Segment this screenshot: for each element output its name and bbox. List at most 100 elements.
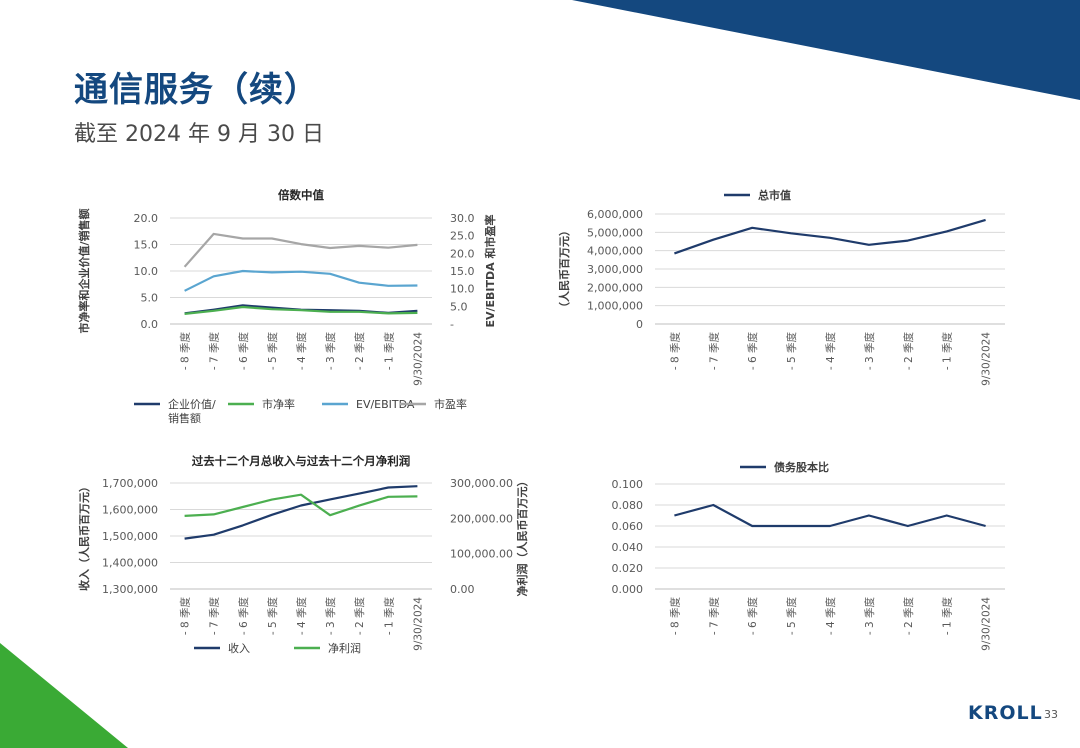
y-axis-title: 市净率和企业价值/销售额 <box>77 208 91 333</box>
y-tick-label: 1,600,000 <box>102 504 158 517</box>
y-tick-label: 0.100 <box>612 478 644 491</box>
legend-label: 市盈率 <box>434 397 467 411</box>
y-tick-label: 2,000,000 <box>587 281 643 294</box>
x-tick-label: - 3 季度 <box>863 332 876 371</box>
y2-tick-label: 0.00 <box>450 583 475 596</box>
legend-label: 总市值 <box>758 188 791 202</box>
y-tick-label: 10.0 <box>134 265 159 278</box>
x-tick-label: - 5 季度 <box>785 332 798 371</box>
y2-tick-label: 200,000.00 <box>450 512 513 525</box>
series-line <box>184 485 418 540</box>
x-tick-label: - 2 季度 <box>902 332 915 371</box>
series-line <box>184 305 418 315</box>
y-tick-label: 15.0 <box>134 239 159 252</box>
x-tick-label: - 5 季度 <box>266 597 279 636</box>
y2-axis-title: EV/EBITDA 和市盈率 <box>483 214 497 327</box>
x-tick-label: - 8 季度 <box>179 597 192 636</box>
y-axis-title: （人民币百万元） <box>557 225 571 313</box>
y-tick-label: 0.060 <box>612 520 644 533</box>
page-number: 33 <box>1044 708 1058 721</box>
x-tick-label: - 2 季度 <box>353 332 366 371</box>
x-tick-label: 9/30/2024 <box>981 597 993 651</box>
series-line <box>184 304 418 315</box>
x-tick-label: - 6 季度 <box>237 332 250 371</box>
x-tick-label: - 5 季度 <box>266 332 279 371</box>
y-tick-label: 0.020 <box>612 562 644 575</box>
series-line <box>183 232 418 268</box>
x-tick-label: - 5 季度 <box>785 597 798 636</box>
y2-tick-label: 5.0 <box>450 300 468 313</box>
y-tick-label: 0 <box>636 318 643 331</box>
y-axis-title: 收入（人民币百万元） <box>77 481 91 591</box>
y2-axis-title: 净利润（人民币百万元） <box>515 476 529 597</box>
x-tick-label: - 4 季度 <box>824 332 837 371</box>
x-tick-label: 9/30/2024 <box>412 332 424 386</box>
x-tick-label: - 7 季度 <box>208 597 221 636</box>
top-right-banner <box>572 0 1080 100</box>
x-tick-label: - 3 季度 <box>324 597 337 636</box>
x-tick-label: - 8 季度 <box>668 332 681 371</box>
x-tick-label: 9/30/2024 <box>981 332 993 386</box>
y2-tick-label: 300,000.00 <box>450 477 513 490</box>
legend-label: EV/EBITDA <box>356 398 415 411</box>
y2-tick-label: 15.0 <box>450 265 475 278</box>
legend-label: 收入 <box>228 641 250 655</box>
y-tick-label: 1,400,000 <box>102 557 158 570</box>
y-tick-label: 5.0 <box>141 292 159 305</box>
legend-label: 销售额 <box>168 411 201 425</box>
x-tick-label: 9/30/2024 <box>412 597 424 651</box>
y-tick-label: 0.000 <box>612 583 644 596</box>
legend-label: 债务股本比 <box>774 460 829 474</box>
x-tick-label: - 1 季度 <box>941 597 954 636</box>
x-tick-label: - 3 季度 <box>863 597 876 636</box>
chart-title: 倍数中值 <box>278 188 324 202</box>
x-tick-label: - 7 季度 <box>707 332 720 371</box>
y-tick-label: 1,000,000 <box>587 300 643 313</box>
x-tick-label: - 2 季度 <box>902 597 915 636</box>
y2-tick-label: 100,000.00 <box>450 548 513 561</box>
page-title: 通信服务（续） <box>74 70 319 110</box>
legend-label: 净利润 <box>328 641 361 655</box>
y2-tick-label: 25.0 <box>450 230 475 243</box>
y-tick-label: 1,300,000 <box>102 583 158 596</box>
legend-label: 市净率 <box>262 397 295 411</box>
series-line <box>184 493 418 517</box>
x-tick-label: - 8 季度 <box>179 332 192 371</box>
x-tick-label: - 6 季度 <box>746 597 759 636</box>
x-tick-label: - 1 季度 <box>941 332 954 371</box>
y2-tick-label: 10.0 <box>450 283 475 296</box>
chart-title: 过去十二个月总收入与过去十二个月净利润 <box>192 454 411 468</box>
y2-tick-label: - <box>450 318 454 331</box>
series-line <box>184 269 418 292</box>
x-tick-label: - 3 季度 <box>324 332 337 371</box>
y-tick-label: 20.0 <box>134 212 159 225</box>
y-tick-label: 0.0 <box>141 318 159 331</box>
x-tick-label: - 4 季度 <box>295 332 308 371</box>
y-tick-label: 4,000,000 <box>587 245 643 258</box>
x-tick-label: - 1 季度 <box>382 332 395 371</box>
x-tick-label: - 2 季度 <box>353 597 366 636</box>
y2-tick-label: 20.0 <box>450 247 475 260</box>
page-subtitle: 截至 2024 年 9 月 30 日 <box>74 122 324 147</box>
series-line <box>674 218 986 255</box>
kroll-logo: KROLL <box>968 702 1043 724</box>
y-tick-label: 6,000,000 <box>587 208 643 221</box>
legend-label: 企业价值/ <box>168 397 216 411</box>
y-tick-label: 0.040 <box>612 541 644 554</box>
x-tick-label: - 6 季度 <box>746 332 759 371</box>
x-tick-label: - 8 季度 <box>668 597 681 636</box>
y-tick-label: 0.080 <box>612 499 644 512</box>
x-tick-label: - 4 季度 <box>295 597 308 636</box>
y-tick-label: 1,700,000 <box>102 477 158 490</box>
x-tick-label: - 7 季度 <box>208 332 221 371</box>
y-tick-label: 3,000,000 <box>587 263 643 276</box>
y-tick-label: 5,000,000 <box>587 226 643 239</box>
y2-tick-label: 30.0 <box>450 212 475 225</box>
x-tick-label: - 6 季度 <box>237 597 250 636</box>
x-tick-label: - 1 季度 <box>382 597 395 636</box>
x-tick-label: - 4 季度 <box>824 597 837 636</box>
